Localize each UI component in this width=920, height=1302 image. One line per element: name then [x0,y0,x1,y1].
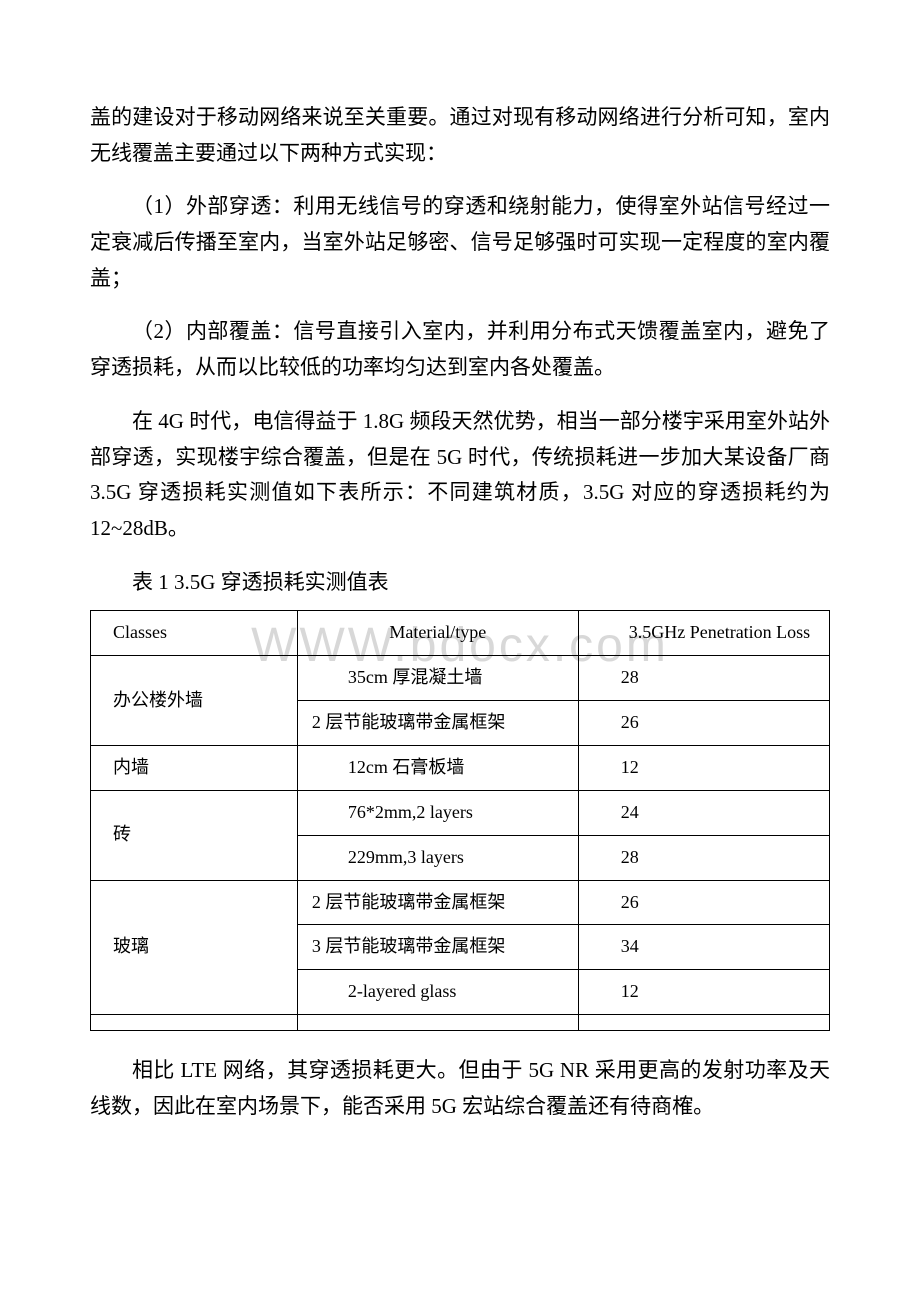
table-row: 玻璃2 层节能玻璃带金属框架26 [91,880,830,925]
para-3: （2）内部覆盖：信号直接引入室内，并利用分布式天馈覆盖室内，避免了穿透损耗，从而… [90,314,830,385]
cell-value: 12 [578,970,829,1015]
cell-material: 229mm,3 layers [297,835,578,880]
table-body: 办公楼外墙35cm 厚混凝土墙282 层节能玻璃带金属框架26内墙12cm 石膏… [91,656,830,1031]
cell-material: 35cm 厚混凝土墙 [297,656,578,701]
table-caption: 表 1 3.5G 穿透损耗实测值表 [90,565,830,601]
table-header-row: Classes Material/type 3.5GHz Penetration… [91,611,830,656]
cell-material: 2-layered glass [297,970,578,1015]
col-header-material: Material/type [297,611,578,656]
col-header-classes: Classes [91,611,298,656]
cell-value: 12 [578,745,829,790]
cell-material: 2 层节能玻璃带金属框架 [297,701,578,746]
cell-class: 办公楼外墙 [91,656,298,746]
cell-material: 76*2mm,2 layers [297,790,578,835]
para-1: 盖的建设对于移动网络来说至关重要。通过对现有移动网络进行分析可知，室内无线覆盖主… [90,100,830,171]
cell-class: 内墙 [91,745,298,790]
table-row: 内墙12cm 石膏板墙12 [91,745,830,790]
cell-material: 12cm 石膏板墙 [297,745,578,790]
cell-material: 2 层节能玻璃带金属框架 [297,880,578,925]
cell-value: 26 [578,880,829,925]
cell-material: 3 层节能玻璃带金属框架 [297,925,578,970]
col-header-loss: 3.5GHz Penetration Loss [578,611,829,656]
cell-value: 26 [578,701,829,746]
cell-value: 24 [578,790,829,835]
cell-value: 28 [578,656,829,701]
cell-value: 34 [578,925,829,970]
penetration-loss-table: Classes Material/type 3.5GHz Penetration… [90,610,830,1031]
cell-class: 玻璃 [91,880,298,1015]
table-empty-row [91,1015,830,1031]
para-2: （1）外部穿透：利用无线信号的穿透和绕射能力，使得室外站信号经过一定衰减后传播至… [90,189,830,296]
cell-class: 砖 [91,790,298,880]
document-content: 盖的建设对于移动网络来说至关重要。通过对现有移动网络进行分析可知，室内无线覆盖主… [90,100,830,1125]
cell-value: 28 [578,835,829,880]
para-4: 在 4G 时代，电信得益于 1.8G 频段天然优势，相当一部分楼宇采用室外站外部… [90,404,830,547]
table-row: 砖76*2mm,2 layers24 [91,790,830,835]
para-5: 相比 LTE 网络，其穿透损耗更大。但由于 5G NR 采用更高的发射功率及天线… [90,1053,830,1124]
table-row: 办公楼外墙35cm 厚混凝土墙28 [91,656,830,701]
